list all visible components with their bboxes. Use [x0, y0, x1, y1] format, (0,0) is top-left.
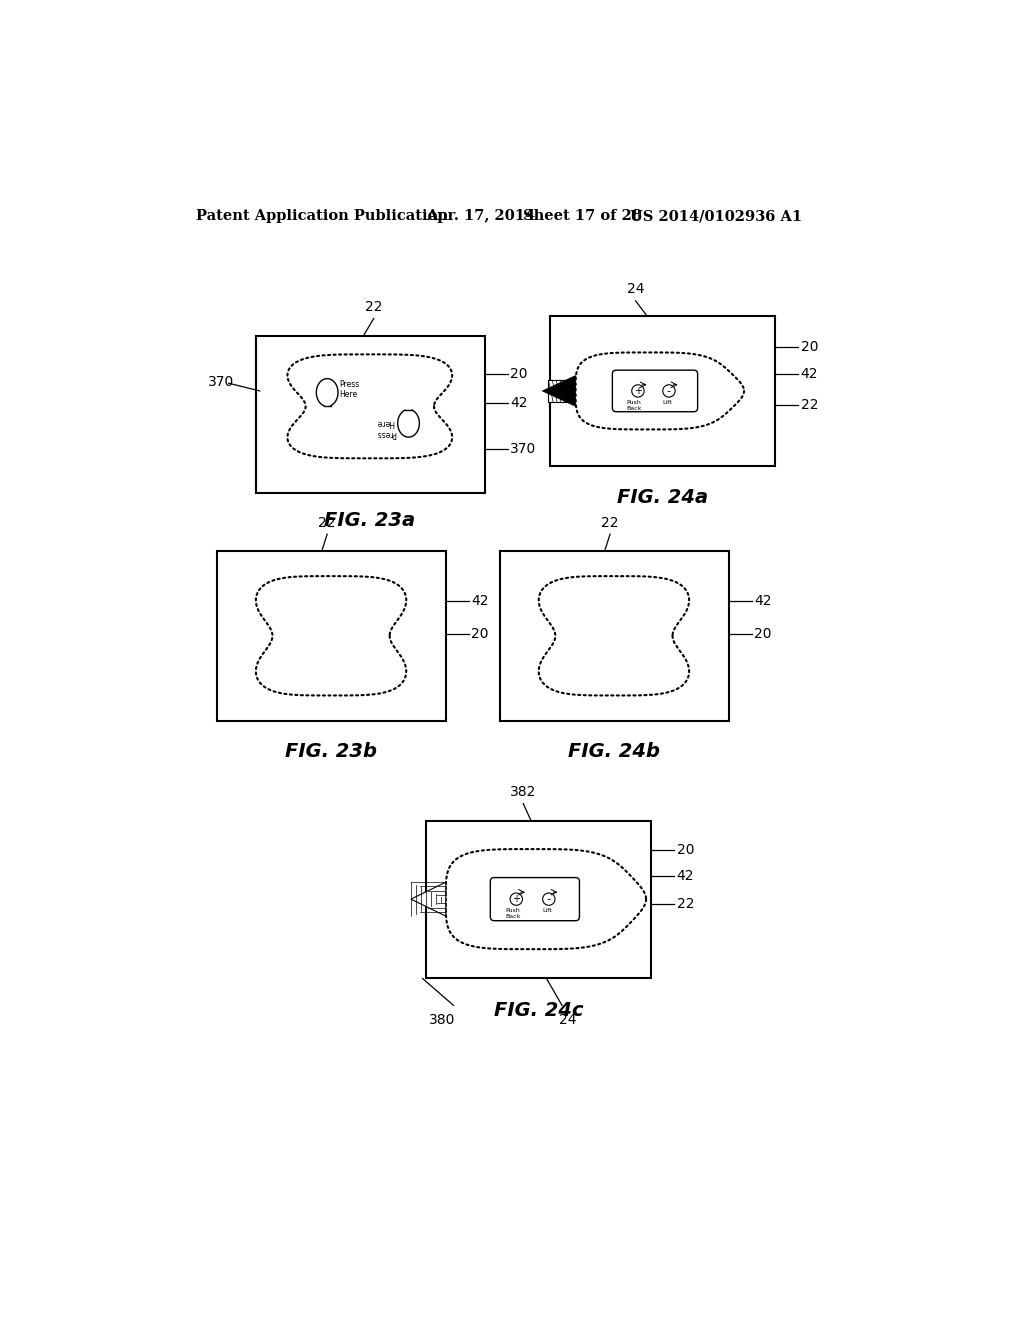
Text: FIG. 24c: FIG. 24c	[494, 1001, 584, 1020]
Text: FIG. 24a: FIG. 24a	[617, 488, 709, 507]
Text: Press
Here: Press Here	[340, 380, 359, 399]
Text: 42: 42	[801, 367, 818, 381]
Text: 22: 22	[601, 516, 618, 529]
Text: Push
Back: Push Back	[506, 908, 521, 919]
Text: 24: 24	[559, 1014, 577, 1027]
Text: Lift: Lift	[543, 908, 552, 913]
FancyBboxPatch shape	[612, 370, 697, 412]
Text: 22: 22	[365, 300, 382, 314]
Text: 24: 24	[627, 282, 644, 296]
Bar	[217, 552, 445, 721]
Text: +: +	[634, 385, 642, 396]
Bar	[549, 380, 571, 401]
Text: 20: 20	[510, 367, 527, 381]
Text: Patent Application Publication: Patent Application Publication	[197, 209, 449, 223]
Text: Apr. 17, 2014: Apr. 17, 2014	[426, 209, 536, 223]
Text: 42: 42	[677, 869, 694, 883]
Text: 22: 22	[677, 896, 694, 911]
Text: Sheet 17 of 28: Sheet 17 of 28	[523, 209, 642, 223]
Text: 370: 370	[510, 442, 537, 457]
Text: 42: 42	[755, 594, 772, 609]
Text: 42: 42	[510, 396, 527, 411]
Bar	[256, 335, 484, 494]
Text: Push
Back: Push Back	[627, 400, 642, 411]
Bar	[500, 552, 729, 721]
Text: -: -	[667, 385, 671, 396]
Text: FIG. 24b: FIG. 24b	[568, 742, 659, 762]
Text: 380: 380	[429, 1014, 455, 1027]
Text: 42: 42	[471, 594, 488, 609]
Text: -: -	[547, 894, 551, 904]
Text: 20: 20	[677, 843, 694, 857]
Text: 20: 20	[755, 627, 772, 642]
Text: Lift: Lift	[663, 400, 673, 405]
Polygon shape	[411, 882, 445, 916]
Text: 20: 20	[801, 341, 818, 354]
Text: 22: 22	[801, 397, 818, 412]
Text: 22: 22	[318, 516, 336, 529]
Text: FIG. 23a: FIG. 23a	[325, 511, 416, 531]
Text: 382: 382	[510, 785, 537, 799]
Polygon shape	[543, 376, 575, 407]
Bar	[426, 821, 651, 978]
Bar	[550, 317, 775, 466]
FancyBboxPatch shape	[490, 878, 580, 921]
Text: Press
Here: Press Here	[376, 418, 396, 438]
Text: FIG. 23b: FIG. 23b	[285, 742, 377, 762]
Text: +: +	[512, 894, 520, 904]
Text: 20: 20	[471, 627, 488, 642]
Text: 370: 370	[208, 375, 234, 388]
Text: US 2014/0102936 A1: US 2014/0102936 A1	[630, 209, 803, 223]
